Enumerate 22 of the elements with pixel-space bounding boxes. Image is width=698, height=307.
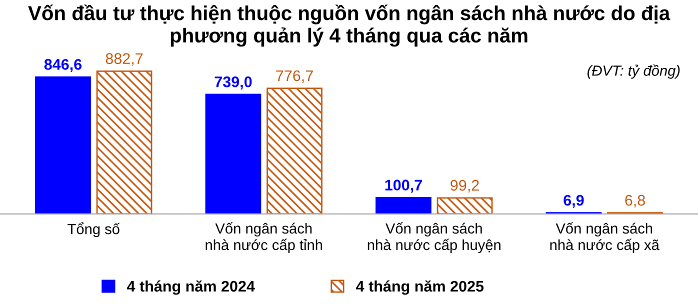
data-label: 6,9 [564,194,584,208]
chart-title: Vốn đầu tư thực hiện thuộc nguồn vốn ngân sách nhà nước do địa phương quản lý 4 tháng qua các năm [28,4,670,47]
bar [205,94,262,214]
data-label: 846,6 [44,59,82,72]
bar [266,88,322,214]
data-label: 882,7 [106,53,143,66]
x-tick-label: Vốn ngân sách nhà nước cấp xã [550,222,660,254]
data-label: 739,0 [214,76,252,90]
data-label: 776,7 [276,70,313,83]
bar [35,76,91,214]
legend-label: 4 tháng năm 2025 [356,280,484,295]
data-label: 99,2 [450,180,479,193]
x-tick-label: Vốn ngân sách nhà nước cấp huyện [368,222,500,254]
legend-label: 4 tháng năm 2024 [126,280,255,295]
bar [376,196,432,214]
x-tick-label: Tổng số [68,222,120,238]
bar [436,197,493,214]
data-label: 6,8 [625,194,645,208]
x-tick-label: Vốn ngân sách nhà nước cấp tỉnh [206,222,322,254]
data-label: 100,7 [385,180,422,193]
annotation: (ĐVT: tỷ đồng) [587,64,680,79]
bar [96,70,152,214]
